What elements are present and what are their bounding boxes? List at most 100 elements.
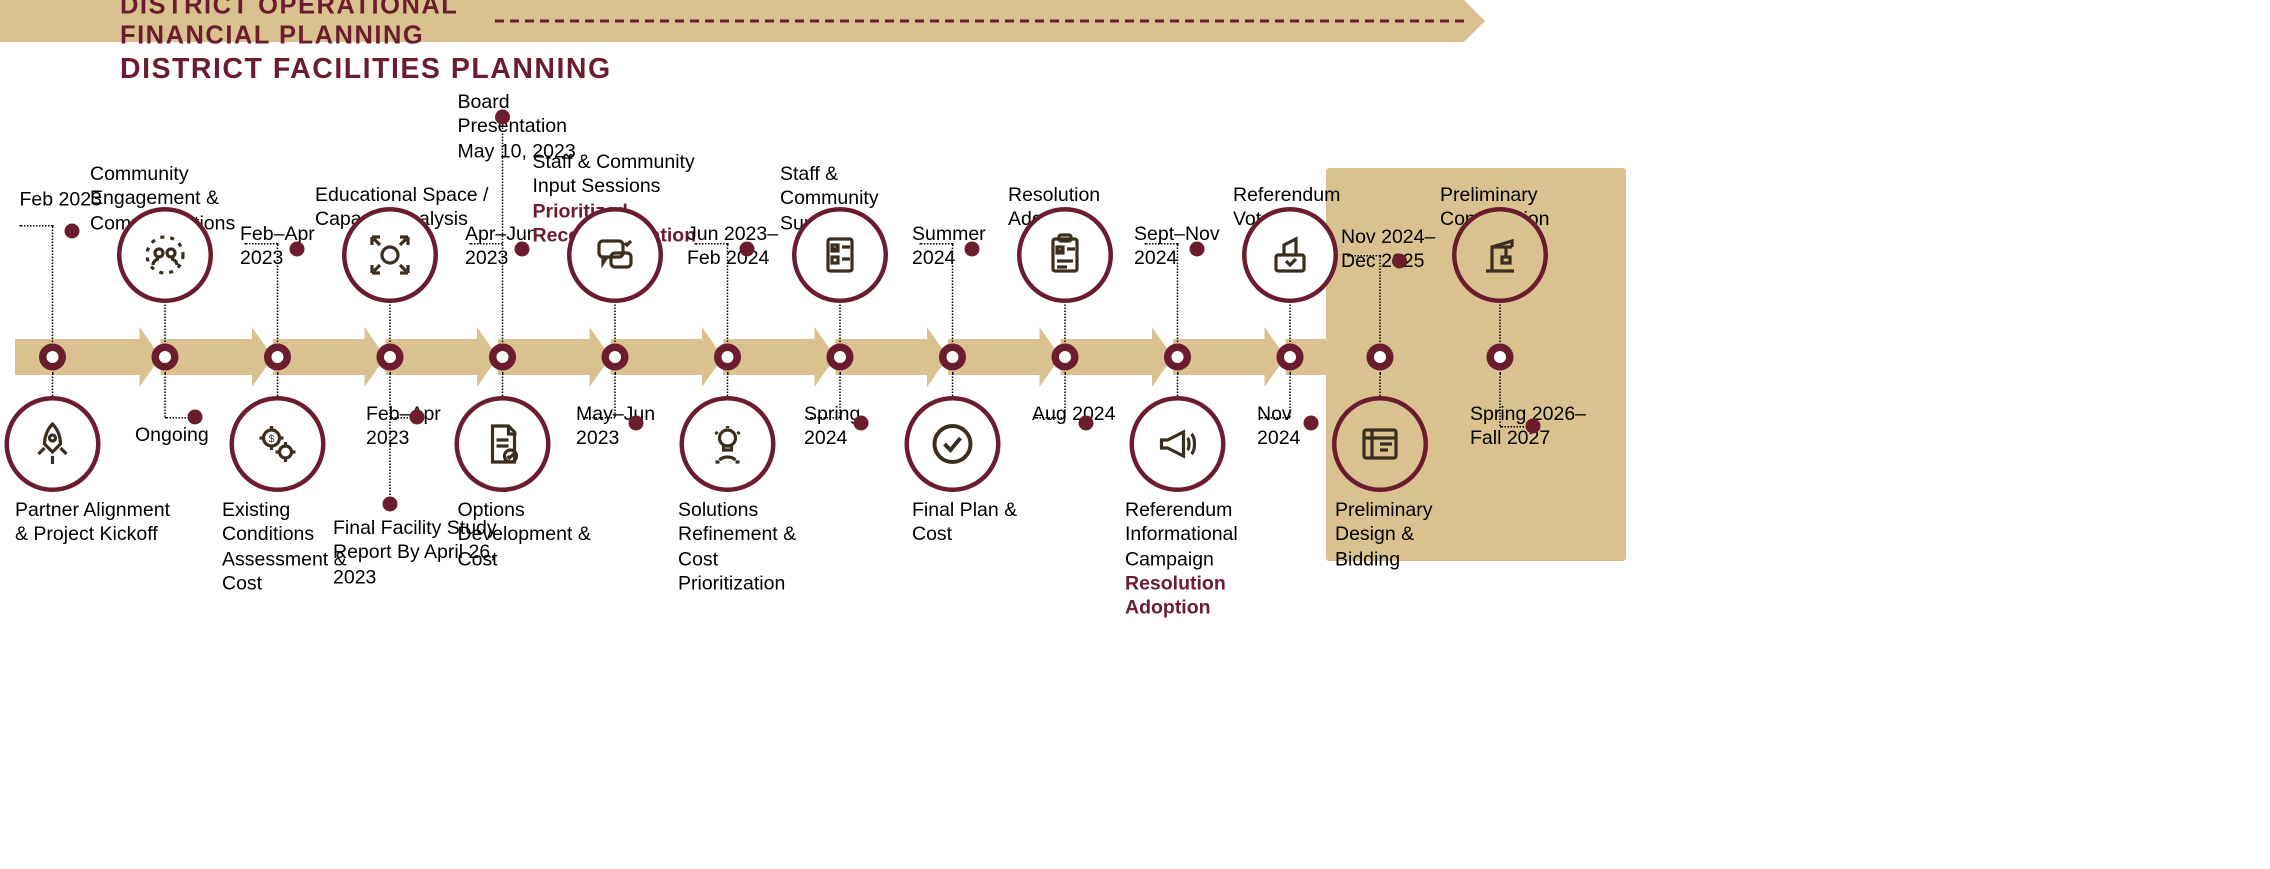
title-label: Preliminary Design & Bidding [1335, 498, 1470, 571]
leader-dot [629, 416, 644, 431]
leader [389, 297, 391, 342]
leader [1347, 255, 1380, 257]
check-icon [905, 396, 1001, 492]
leader [502, 117, 504, 342]
leader-dot [383, 497, 398, 512]
leader-dot [1304, 416, 1319, 431]
rocket-icon [5, 396, 101, 492]
leader [1035, 417, 1065, 419]
leader [810, 417, 840, 419]
expand-icon [342, 207, 438, 303]
leader [1260, 417, 1290, 419]
title-label: Referendum Informational Campaign Resolu… [1125, 498, 1290, 620]
megaphone-icon [1130, 396, 1226, 492]
leader-dot [965, 242, 980, 257]
timeline-dot [264, 344, 291, 371]
crane-icon [1452, 207, 1548, 303]
title-text: Staff & Community Input Sessions [533, 150, 695, 197]
leader [839, 372, 841, 417]
leader [1064, 372, 1066, 417]
leader [20, 225, 53, 227]
leader [1177, 243, 1179, 342]
date-label: Nov 2024 [1257, 402, 1332, 451]
leader-dot [290, 242, 305, 257]
leader-dot [495, 110, 510, 125]
title-text: Referendum Informational Campaign [1125, 498, 1238, 569]
leader [389, 444, 391, 504]
timeline-dot [39, 344, 66, 371]
title-label: Final Plan & Cost [912, 498, 1047, 547]
gears-icon: $ [230, 396, 326, 492]
leader-dot [854, 416, 869, 431]
leader [920, 243, 953, 245]
banner-title: DISTRICT OPERATIONAL FINANCIAL PLANNING [0, 0, 495, 42]
chat-icon [567, 207, 663, 303]
leader [1379, 372, 1381, 396]
timeline-dot [602, 344, 629, 371]
title-label: Options Development & Cost [458, 498, 608, 571]
leader-dot [515, 242, 530, 257]
svg-text:$: $ [269, 434, 275, 445]
leader [164, 297, 166, 342]
leader-dot [1526, 419, 1541, 434]
leader [277, 372, 279, 396]
community-icon [117, 207, 213, 303]
leader [164, 372, 166, 417]
leader-dot [410, 410, 425, 425]
date-label: Ongoing [135, 423, 209, 447]
leader [952, 243, 954, 342]
leader [695, 243, 728, 245]
timeline-dot [1367, 344, 1394, 371]
leader [277, 243, 279, 342]
banner: DISTRICT OPERATIONAL FINANCIAL PLANNING [0, 0, 1485, 42]
leader-dot [188, 410, 203, 425]
arrow-seg [15, 339, 143, 375]
timeline-dot [714, 344, 741, 371]
leader [839, 297, 841, 342]
leader [585, 417, 615, 419]
leader [952, 372, 954, 396]
timeline-dot [827, 344, 854, 371]
leader-dot [1190, 242, 1205, 257]
ballot-icon [1242, 207, 1338, 303]
date-label: Spring 2024 [804, 402, 894, 451]
survey-icon [792, 207, 888, 303]
leader-dot [740, 242, 755, 257]
banner-tip [1464, 0, 1485, 42]
timeline-dot [489, 344, 516, 371]
clipboard-icon [1017, 207, 1113, 303]
leader [1499, 372, 1501, 426]
leader [1145, 243, 1178, 245]
leader [1289, 372, 1291, 417]
timeline-dot [1164, 344, 1191, 371]
leader [1289, 297, 1291, 342]
title-label: Solutions Refinement & Cost Prioritizati… [678, 498, 828, 596]
date-label: Aug 2024 [1032, 402, 1116, 426]
timeline-dot [377, 344, 404, 371]
date-label: Summer 2024 [912, 222, 1002, 271]
doc-icon [455, 396, 551, 492]
blueprint-icon [1332, 396, 1428, 492]
leader [52, 225, 54, 342]
date-label: Sept–Nov 2024 [1134, 222, 1239, 271]
title-label: Partner Alignment & Project Kickoff [15, 498, 180, 547]
timeline-dot [1277, 344, 1304, 371]
leader [502, 372, 504, 396]
leader [614, 297, 616, 342]
leader [614, 372, 616, 417]
accent-text: Resolution Adoption [1125, 571, 1226, 618]
leader [52, 372, 54, 396]
leader [470, 243, 503, 245]
leader [389, 372, 391, 444]
subheader: DISTRICT FACILITIES PLANNING [120, 54, 612, 87]
date-label: May–Jun 2023 [576, 402, 666, 451]
leader-dot [1392, 254, 1407, 269]
timeline-dot [1052, 344, 1079, 371]
bulb-icon [680, 396, 776, 492]
timeline-dot [939, 344, 966, 371]
leader [245, 243, 278, 245]
banner-dashes [495, 0, 1464, 42]
leader [727, 372, 729, 396]
arrow-seg [1286, 339, 1606, 375]
timeline-dot [1487, 344, 1514, 371]
